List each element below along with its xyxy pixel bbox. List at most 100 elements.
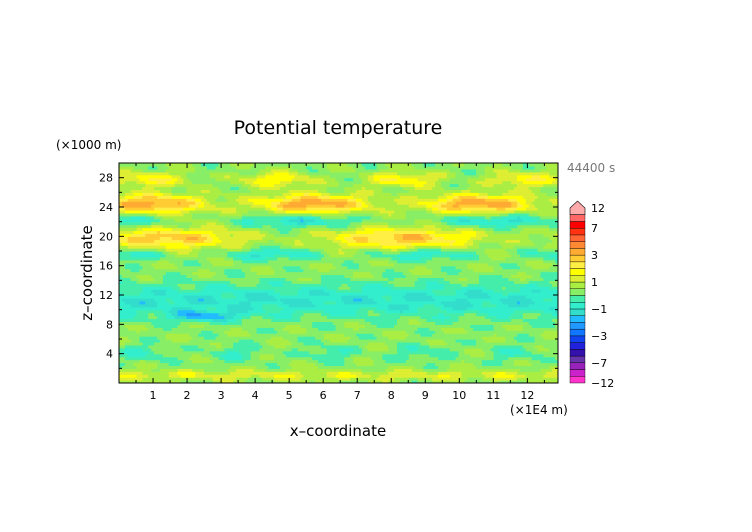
heatmap-cell	[385, 368, 389, 372]
heatmap-cell	[250, 315, 255, 320]
heatmap-cell	[402, 312, 407, 317]
heatmap-cell	[121, 336, 126, 340]
heatmap-cell	[382, 350, 386, 355]
heatmap-cell	[165, 327, 170, 331]
heatmap-cell	[294, 312, 299, 317]
heatmap-cell	[347, 289, 351, 293]
heatmap-cell	[341, 362, 345, 366]
heatmap-cell	[215, 312, 220, 317]
heatmap-cell	[338, 312, 343, 317]
heatmap-cell	[385, 359, 389, 364]
heatmap-cell	[484, 306, 489, 311]
heatmap-cell	[478, 353, 483, 358]
heatmap-cell	[379, 377, 383, 381]
heatmap-cell	[376, 321, 381, 325]
heatmap-cell	[162, 286, 167, 290]
heatmap-cell	[361, 318, 366, 322]
heatmap-cell	[420, 341, 424, 346]
heatmap-cell	[514, 368, 518, 372]
heatmap-cell	[353, 333, 357, 337]
heatmap-cell	[502, 374, 506, 378]
heatmap-cell	[402, 295, 407, 299]
heatmap-cell	[432, 380, 436, 383]
heatmap-cell	[461, 333, 465, 337]
heatmap-cell	[244, 347, 249, 352]
heatmap-cell	[449, 350, 454, 355]
heatmap-cell	[291, 339, 296, 343]
heatmap-cell	[490, 377, 495, 381]
heatmap-cell	[309, 315, 313, 320]
heatmap-cell	[148, 318, 152, 322]
heatmap-cell	[417, 327, 422, 331]
heatmap-cell	[250, 327, 255, 331]
heatmap-cell	[282, 312, 287, 317]
heatmap-cell	[165, 350, 170, 355]
heatmap-cell	[525, 339, 530, 343]
heatmap-cell	[522, 356, 527, 361]
heatmap-cell	[552, 365, 556, 369]
heatmap-cell	[320, 333, 325, 337]
heatmap-cell	[218, 295, 223, 299]
heatmap-cell	[277, 324, 281, 328]
heatmap-cell	[127, 318, 132, 322]
heatmap-cell	[145, 297, 149, 302]
heatmap-cell	[435, 371, 439, 375]
heatmap-cell	[356, 286, 360, 290]
heatmap-cell	[183, 362, 187, 366]
heatmap-cell	[332, 321, 337, 325]
heatmap-cell	[414, 341, 419, 346]
heatmap-cell	[195, 330, 199, 334]
heatmap-cell	[133, 315, 138, 320]
heatmap-cell	[259, 374, 264, 378]
heatmap-cell	[268, 286, 272, 290]
heatmap-cell	[364, 371, 369, 375]
heatmap-cell	[414, 318, 419, 322]
heatmap-cell	[356, 359, 360, 364]
heatmap-cell	[318, 303, 322, 308]
heatmap-cell	[315, 324, 319, 328]
heatmap-cell	[262, 312, 266, 317]
y-unit-label: (×1000 m)	[56, 138, 121, 152]
heatmap-cell	[487, 377, 492, 381]
heatmap-cell	[505, 347, 509, 352]
heatmap-cell	[356, 306, 360, 311]
heatmap-cell	[195, 312, 199, 317]
heatmap-cell	[405, 333, 410, 337]
heatmap-cell	[326, 377, 331, 381]
heatmap-cell	[540, 359, 544, 364]
heatmap-cell	[449, 309, 454, 314]
heatmap-cell	[446, 377, 451, 381]
heatmap-cell	[277, 362, 281, 366]
heatmap-cell	[397, 330, 401, 334]
heatmap-cell	[367, 292, 372, 296]
heatmap-cell	[502, 377, 506, 381]
heatmap-cell	[455, 292, 460, 296]
heatmap-cell	[484, 336, 489, 340]
heatmap-cell	[414, 312, 419, 317]
heatmap-cell	[499, 306, 503, 311]
heatmap-cell	[127, 324, 132, 328]
heatmap-cell	[121, 327, 126, 331]
heatmap-cell	[306, 362, 310, 366]
heatmap-cell	[540, 380, 544, 383]
heatmap-cell	[198, 356, 202, 361]
heatmap-cell	[145, 330, 149, 334]
heatmap-cell	[470, 306, 474, 311]
heatmap-cell	[139, 327, 144, 331]
heatmap-cell	[320, 289, 325, 293]
heatmap-cell	[517, 306, 521, 311]
heatmap-cell	[180, 362, 184, 366]
heatmap-cell	[525, 356, 530, 361]
heatmap-cell	[174, 347, 179, 352]
heatmap-cell	[332, 377, 337, 381]
heatmap-cell	[238, 377, 243, 381]
heatmap-cell	[206, 306, 211, 311]
heatmap-cell	[238, 297, 243, 302]
heatmap-cell	[119, 292, 123, 296]
heatmap-cell	[478, 286, 483, 290]
heatmap-cell	[171, 292, 176, 296]
heatmap-cell	[236, 309, 240, 314]
heatmap-cell	[402, 350, 407, 355]
heatmap-cell	[259, 353, 264, 358]
heatmap-cell	[388, 350, 392, 355]
